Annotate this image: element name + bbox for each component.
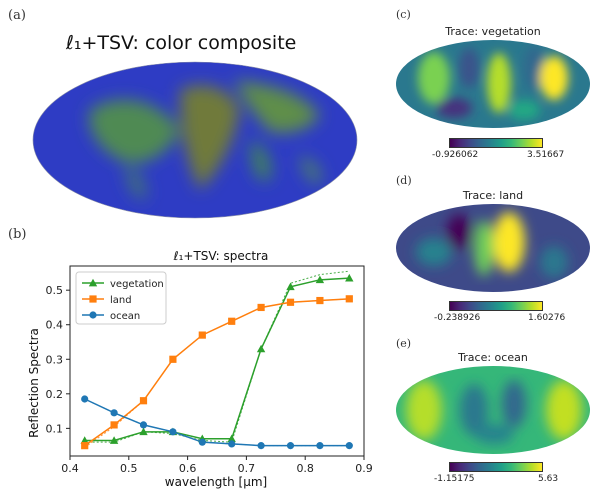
x-axis-label: wavelength [μm] <box>165 475 267 489</box>
legend-marker-ocean <box>89 311 97 319</box>
ocean-colorbar-max: 5.63 <box>538 474 559 484</box>
y-tick-label: 0.2 <box>46 388 64 401</box>
legend-label-land: land <box>110 295 132 306</box>
ocean-point <box>286 442 295 450</box>
vegetation-colorbar-min: -0.926062 <box>432 150 479 160</box>
land-point <box>110 421 118 429</box>
x-tick-label: 0.6 <box>179 462 197 475</box>
land-colorbar-max: 1.60276 <box>528 313 566 323</box>
x-tick-label: 0.5 <box>120 462 138 475</box>
x-tick-label: 0.7 <box>238 462 256 475</box>
ocean-colorbar-min: -1.15175 <box>434 474 475 484</box>
vegetation-map-title: Trace: vegetation <box>445 25 541 38</box>
ocean-point <box>316 442 324 450</box>
composite-map <box>32 61 358 219</box>
vegetation-reference-line <box>84 270 350 443</box>
vegetation-colorbar-max: 3.51667 <box>527 150 565 160</box>
ocean-map-title: Trace: ocean <box>458 351 528 364</box>
legend-label-ocean: ocean <box>110 311 140 322</box>
vegetation-point <box>80 436 89 444</box>
vegetation-line <box>84 277 350 442</box>
chart-title: ℓ₁+TSV: spectra <box>173 249 269 263</box>
ocean-map <box>396 366 590 454</box>
ocean-point <box>139 421 148 429</box>
land-point <box>316 296 324 305</box>
vegetation-point <box>286 282 295 291</box>
y-tick-label: 0.1 <box>46 422 64 435</box>
y-tick-label: 0.5 <box>46 284 64 297</box>
composite-title: ℓ₁+TSV: color composite <box>66 32 297 54</box>
y-tick-label: 0.4 <box>46 319 64 332</box>
panel-c-label: (c) <box>396 8 411 21</box>
legend-label-vegetation: vegetation <box>110 279 164 290</box>
spectra-chart: ℓ₁+TSV: spectra 0.4 0.5 0.6 0.7 0.8 0.9 0.1 0.2… <box>27 249 373 489</box>
vegetation-colorbar <box>449 138 543 148</box>
ocean-line <box>84 398 350 447</box>
ocean-point <box>345 442 353 450</box>
vegetation-point <box>139 427 148 436</box>
panel-e-label: (e) <box>396 337 412 350</box>
x-tick-label: 0.9 <box>355 462 373 475</box>
land-point <box>81 442 89 450</box>
ocean-point <box>198 438 206 446</box>
vegetation-point <box>256 344 266 353</box>
land-map <box>396 204 590 292</box>
ocean-point <box>81 395 89 403</box>
ocean-colorbar <box>449 462 543 472</box>
land-map-title: Trace: land <box>462 189 524 202</box>
panel-d-label: (d) <box>396 174 412 187</box>
x-tick-label: 0.8 <box>296 462 314 475</box>
land-colorbar <box>449 301 543 311</box>
vegetation-point <box>227 434 236 443</box>
ocean-point <box>228 440 236 448</box>
y-axis-label: Reflection Spectra <box>27 328 41 438</box>
plot-frame <box>69 265 365 457</box>
land-colorbar-min: -0.238926 <box>434 313 481 323</box>
land-line <box>84 298 350 447</box>
y-tick-label: 0.3 <box>46 353 64 366</box>
land-point <box>139 397 148 405</box>
land-point <box>345 295 353 303</box>
legend-marker-land <box>89 295 97 303</box>
legend-marker-vegetation <box>88 278 98 287</box>
legend-box <box>75 271 167 325</box>
vegetation-map <box>396 40 590 128</box>
vegetation-point <box>109 436 119 444</box>
ocean-point <box>169 428 177 436</box>
panel-a-label: (a) <box>8 8 26 23</box>
land-point <box>198 331 206 339</box>
panel-b-label: (b) <box>8 227 27 242</box>
vegetation-point <box>315 275 325 284</box>
land-point <box>169 355 177 363</box>
x-tick-label: 0.4 <box>61 462 79 475</box>
land-point <box>228 317 236 325</box>
vegetation-point <box>345 273 354 282</box>
ocean-point <box>257 442 265 450</box>
land-point <box>286 298 295 306</box>
land-point <box>257 303 265 312</box>
ocean-point <box>110 409 118 417</box>
